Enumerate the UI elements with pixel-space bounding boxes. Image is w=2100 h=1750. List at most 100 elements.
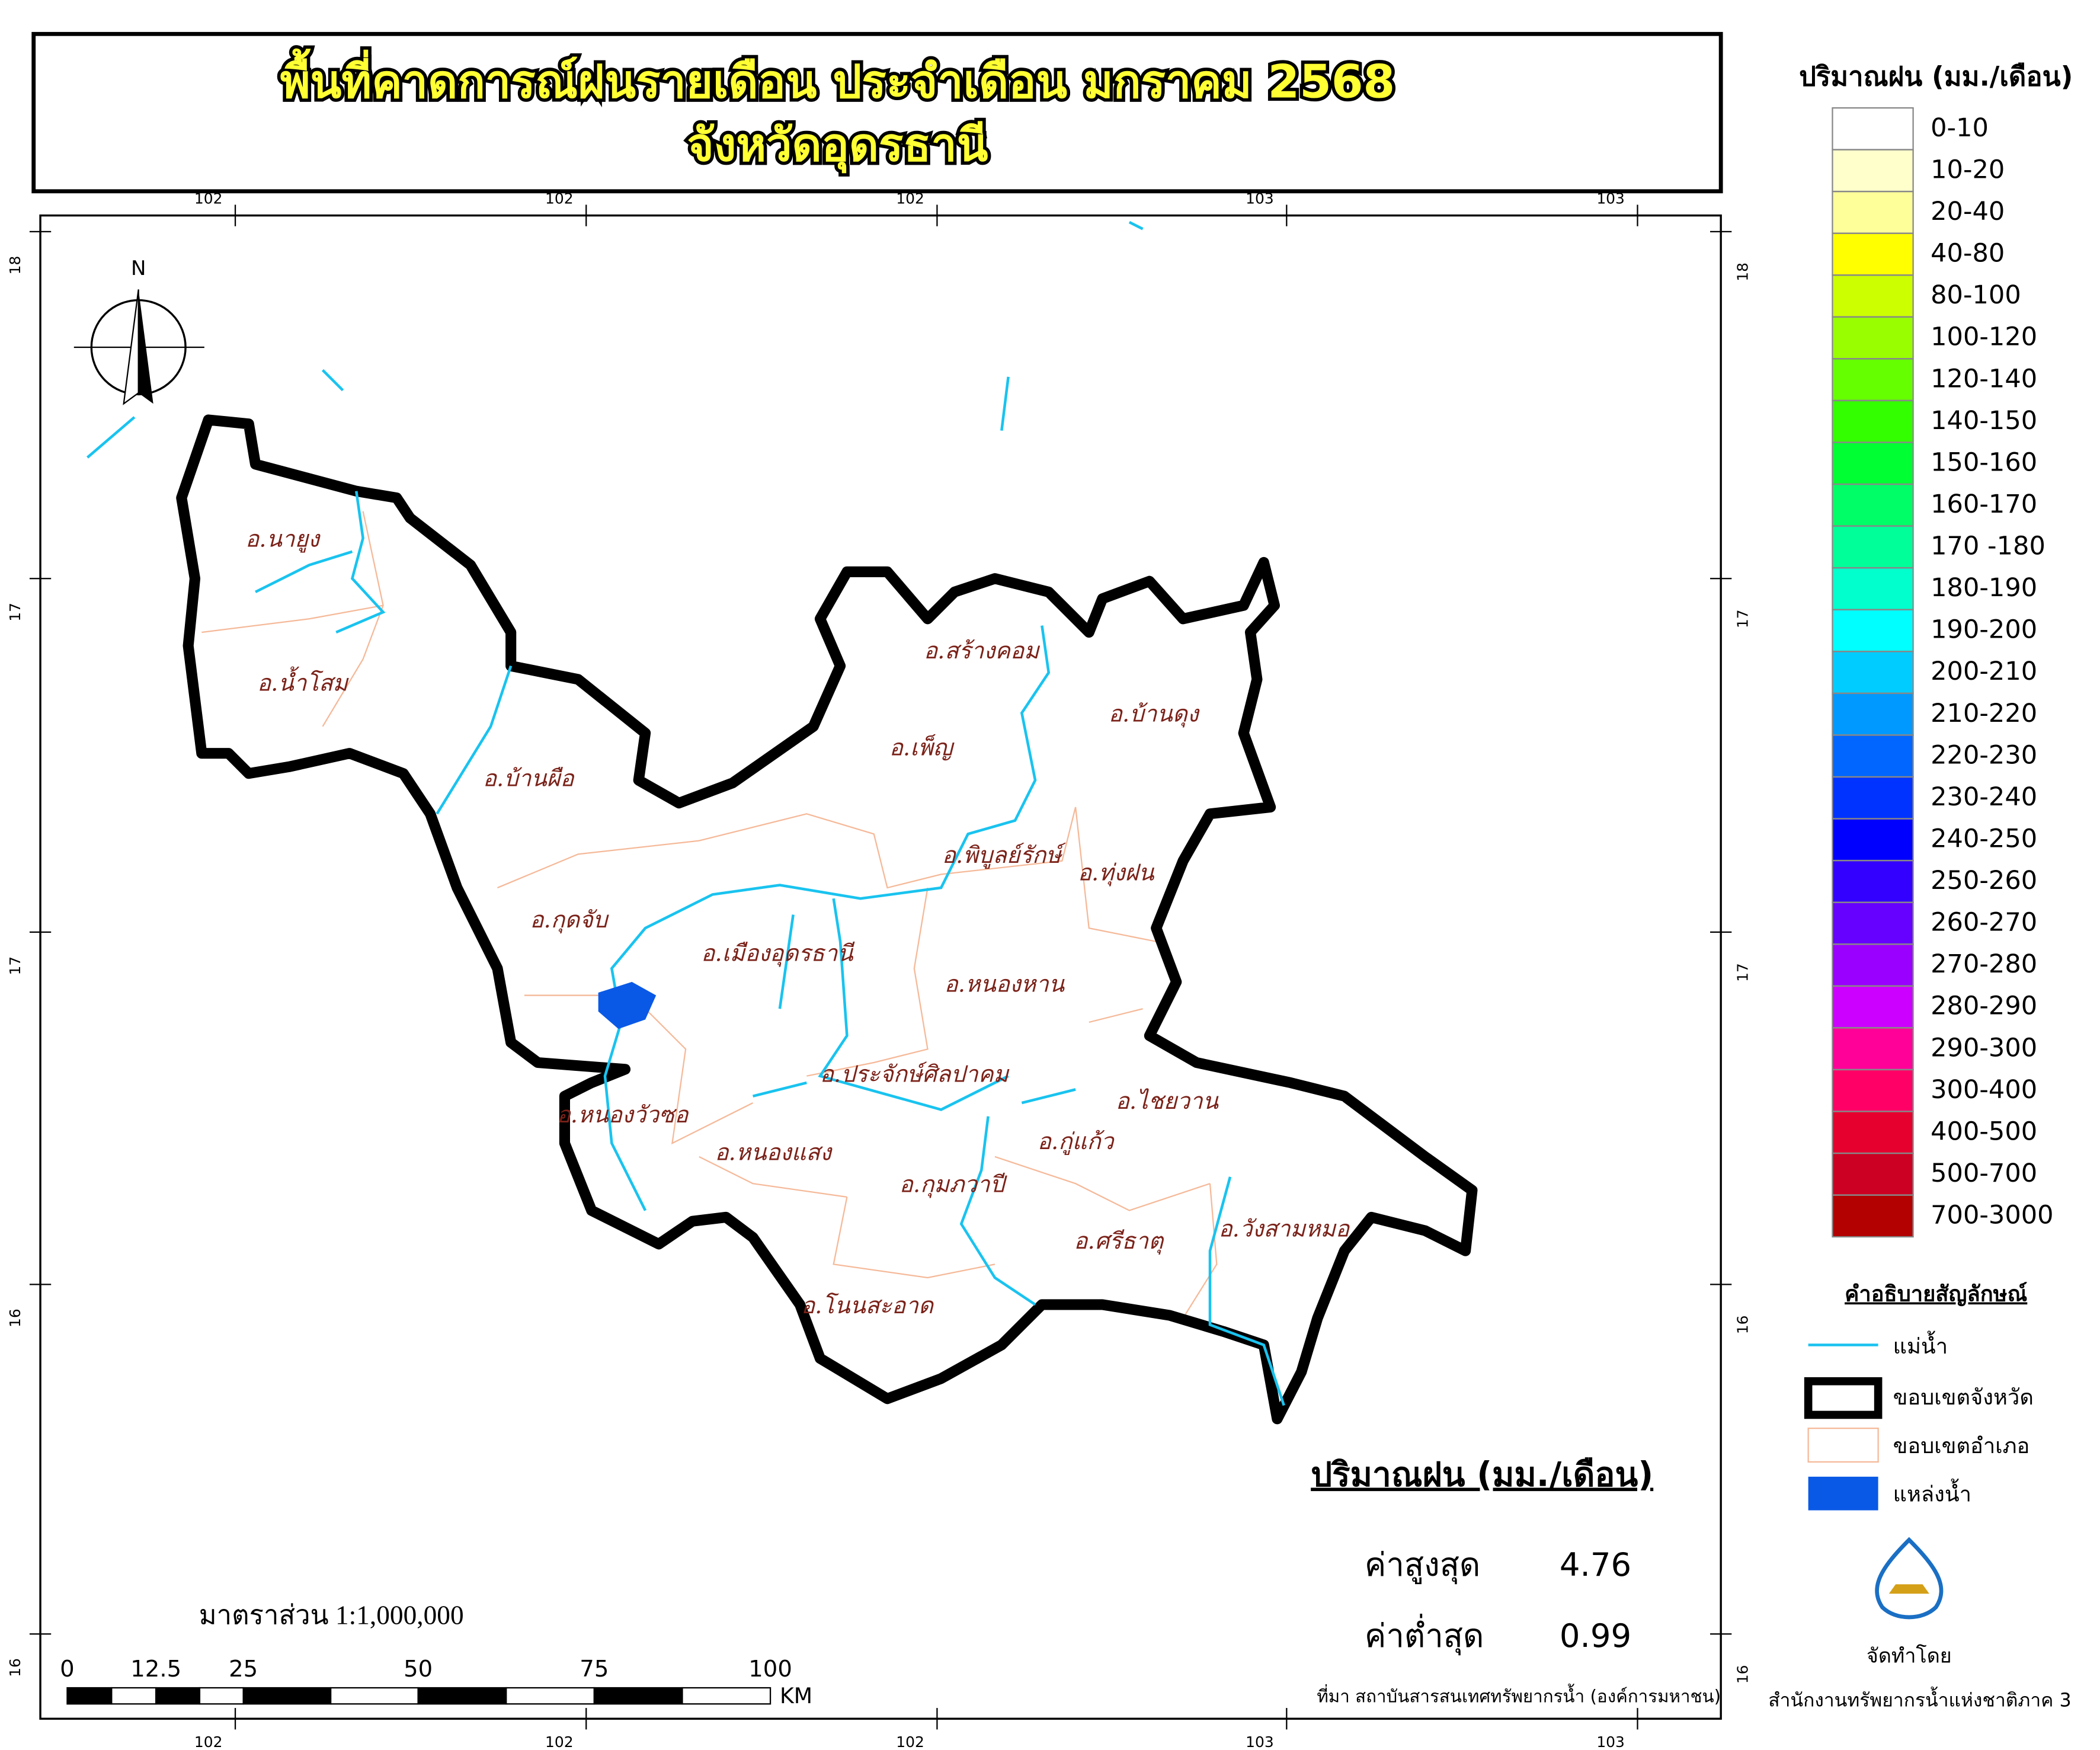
graticule-label: 103 (1246, 1733, 1274, 1750)
legend-label: 210-220 (1931, 699, 2037, 728)
graticule-label: 102 (545, 1733, 574, 1750)
district-label: อ.กุมภวาปี (899, 1172, 1008, 1199)
legend-label: 290-300 (1931, 1033, 2037, 1063)
graticule-label: 16 (7, 1658, 24, 1677)
legend-swatch (1832, 1194, 1914, 1238)
district-label: อ.บ้านดุง (1109, 701, 1201, 728)
graticule-label: 16 (1734, 1665, 1752, 1684)
scale-label: 12.5 (130, 1656, 181, 1682)
legend-label: 170 -180 (1931, 532, 2045, 561)
legend-swatch (1832, 943, 1914, 987)
legend-label: 270-280 (1931, 949, 2037, 979)
logo-emblem (1888, 1584, 1929, 1594)
north-arrow: N (73, 257, 204, 405)
stats-min-value: 0.99 (1560, 1617, 1631, 1655)
legend-swatch (1832, 692, 1914, 736)
scale-segment (681, 1687, 772, 1705)
legend-swatch (1832, 609, 1914, 652)
legend-swatch (1832, 274, 1914, 318)
legend-label: 160-170 (1931, 490, 2037, 519)
legend-swatch (1832, 107, 1914, 151)
district-label: อ.พิบูลย์รักษ์ (942, 842, 1067, 869)
legend-swatch (1832, 567, 1914, 610)
legend-swatch (1832, 442, 1914, 485)
legend-label: 40-80 (1931, 239, 2005, 268)
legend-label: 20-40 (1931, 197, 2005, 226)
legend-label: 80-100 (1931, 280, 2021, 310)
graticule-label: 18 (1734, 263, 1752, 281)
map-frame (39, 214, 1722, 1720)
district-label: อ.หนองหาน (945, 971, 1065, 998)
district-label: อ.วังสามหมอ (1219, 1216, 1350, 1243)
legend-swatch (1832, 1111, 1914, 1154)
graticule-label: 102 (896, 1733, 924, 1750)
symbol-legend-title: คำอธิบายสัญลักษณ์ (1845, 1281, 2027, 1307)
district-label: อ.บ้านผือ (483, 766, 575, 792)
scale-label: 100 (748, 1656, 792, 1682)
legend-swatch (1832, 985, 1914, 1029)
district-label: อ.โนนสะอาด (801, 1292, 934, 1319)
district-label: อ.ทุ่งฝน (1078, 859, 1155, 887)
district-label: อ.ไชยวาน (1116, 1088, 1219, 1115)
legend-swatch (1832, 358, 1914, 401)
scale-unit: KM (780, 1683, 812, 1709)
district-label: อ.กู่แก้ว (1038, 1128, 1115, 1156)
legend-label: 500-700 (1931, 1159, 2037, 1188)
credit-by: จัดทำโดย (1867, 1644, 1952, 1668)
legend-label: 10-20 (1931, 155, 2005, 184)
graticule-label: 17 (1734, 963, 1752, 982)
legend-swatch (1832, 525, 1914, 569)
legend-swatch (1832, 399, 1914, 443)
graticule-label: 102 (194, 190, 223, 207)
legend-swatch (1832, 232, 1914, 276)
logo (1875, 1537, 1944, 1620)
graticule-label: 17 (7, 603, 24, 622)
stats-max-value: 4.76 (1560, 1546, 1631, 1583)
district-label: อ.เมืองอุดรธานี (701, 940, 855, 967)
district-label: อ.กุดจับ (530, 907, 609, 934)
legend-swatch (1832, 734, 1914, 778)
legend-swatch (1832, 484, 1914, 527)
district-label: อ.นายูง (245, 526, 321, 554)
scale-segment (505, 1687, 595, 1705)
legend-label: 240-250 (1931, 824, 2037, 853)
legend-swatch (1832, 651, 1914, 694)
legend-swatch (1832, 818, 1914, 862)
legend-label: 230-240 (1931, 782, 2037, 812)
scale-segment (593, 1687, 683, 1705)
district-label: อ.สร้างคอม (924, 638, 1041, 664)
legend-label: 250-260 (1931, 866, 2037, 895)
title-box (31, 31, 1723, 194)
subtitle: จังหวัดอุดรธานี (687, 119, 988, 174)
reservoir (598, 981, 657, 1029)
scale-label: 25 (229, 1656, 258, 1682)
legend-swatch (1832, 316, 1914, 360)
graticule-label: 18 (7, 256, 24, 275)
scale-label: 75 (580, 1656, 609, 1682)
legend-label: 180-190 (1931, 573, 2037, 603)
province-boundary (176, 414, 1478, 1425)
graticule-label: 16 (7, 1308, 24, 1327)
rain-legend-title: ปริมาณฝน (มม./เดือน) (1799, 61, 2073, 92)
district-label: อ.หนองแสง (715, 1139, 833, 1166)
graticule-label: 103 (1596, 190, 1625, 207)
scale-label: 50 (404, 1656, 433, 1682)
north-label: N (131, 257, 146, 280)
legend-label: 220-230 (1931, 740, 2037, 770)
legend-label: 100-120 (1931, 322, 2037, 352)
scale-segment (111, 1687, 157, 1705)
legend-swatch (1832, 1068, 1914, 1112)
scale-segment (155, 1687, 201, 1705)
legend-label: 700-3000 (1931, 1201, 2053, 1230)
title: พื้นที่คาดการณ์ฝนรายเดือน ประจำเดือน มกร… (280, 49, 1395, 109)
legend-label: 200-210 (1931, 657, 2037, 686)
symbol-label: แหล่งน้ำ (1893, 1479, 1971, 1507)
symbol-label: ขอบเขตจังหวัด (1893, 1384, 2034, 1410)
scale-segment (417, 1687, 507, 1705)
district-label: อ.ประจักษ์ศิลปาคม (820, 1061, 1010, 1088)
logo-drop (1875, 1537, 1944, 1620)
legend-swatch (1832, 1153, 1914, 1196)
north-needle (138, 289, 153, 404)
scale-segment (199, 1687, 244, 1705)
